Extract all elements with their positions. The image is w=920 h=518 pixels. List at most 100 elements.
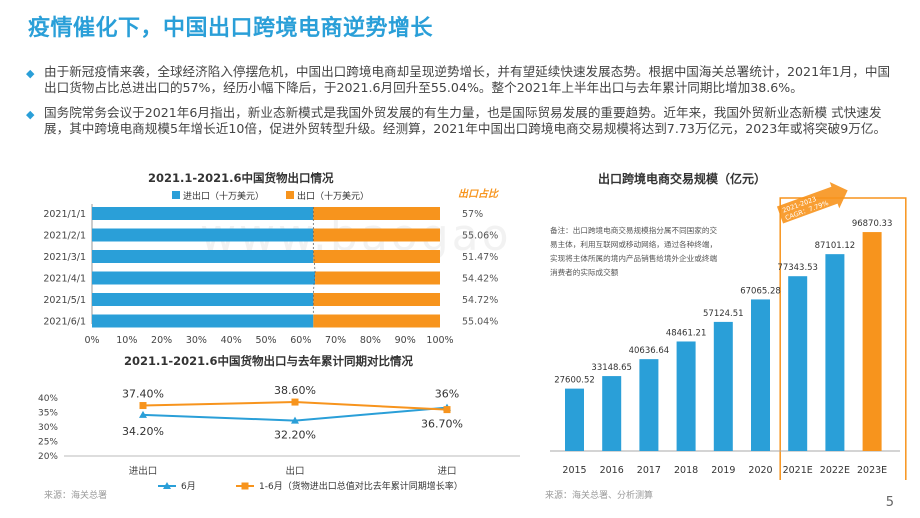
paragraph-2-text: 国务院常务会议于2021年6月指出，新业态新模式是我国外贸发展的有生力量，也是国… — [44, 105, 887, 136]
legend-marker-series1 — [163, 482, 171, 489]
export-share-label: 54.72% — [462, 295, 498, 306]
data-label: 27600.52 — [554, 376, 595, 386]
data-label: 40636.64 — [629, 346, 670, 356]
category-label: 2018 — [674, 465, 698, 476]
diamond-bullet-icon: ◆ — [26, 67, 35, 80]
bar-series2 — [313, 228, 440, 242]
category-label: 2020 — [748, 465, 772, 476]
x-tick-label: 50% — [255, 335, 276, 346]
bar-series2 — [315, 271, 440, 285]
point-marker — [291, 398, 299, 406]
data-label: 96870.33 — [852, 219, 893, 229]
category-label: 2021/6/1 — [43, 317, 86, 328]
x-tick-label: 0% — [84, 335, 99, 346]
source-right: 来源：海关总署、分析测算 — [545, 491, 654, 501]
source-left: 来源：海关总署 — [44, 491, 108, 501]
category-label: 进口 — [437, 466, 456, 477]
legend-label-series1: 进出口（十万美元） — [183, 190, 264, 202]
x-tick-label: 30% — [186, 335, 207, 346]
category-label: 2021/1/1 — [43, 209, 86, 220]
x-tick-label: 90% — [395, 335, 416, 346]
data-label: 36.70% — [421, 418, 463, 431]
export-share-label: 57% — [462, 209, 483, 220]
data-label: 57124.51 — [703, 309, 744, 319]
data-label: 33148.65 — [591, 363, 632, 373]
category-label: 2016 — [600, 465, 624, 476]
note-line: 实现将主体所属的境内产品销售给境外企业或终端 — [550, 253, 717, 263]
note-line: 备注：出口跨境电商交易规模指分属不同国家的交 — [550, 225, 717, 235]
x-tick-label: 80% — [360, 335, 381, 346]
category-label: 2017 — [637, 465, 661, 476]
bar — [862, 232, 882, 451]
x-tick-label: 100% — [426, 335, 453, 346]
bar — [639, 359, 659, 451]
chart1-title: 2021.1-2021.6中国货物出口情况 — [148, 171, 334, 185]
legend-swatch-series1 — [172, 191, 180, 199]
category-label: 2021/5/1 — [43, 295, 86, 306]
note-line: 易主体，利用互联网或移动网络，通过各种终端， — [550, 239, 717, 249]
y-tick-label: 25% — [38, 438, 58, 448]
data-label: 37.40% — [122, 388, 164, 401]
data-label: 38.60% — [274, 384, 316, 397]
export-share-label: 54.42% — [462, 274, 498, 285]
bar-series2 — [313, 250, 440, 263]
data-label: 34.20% — [122, 425, 164, 438]
category-label: 2019 — [711, 465, 735, 476]
data-label: 32.20% — [274, 429, 316, 442]
category-label: 出口 — [285, 465, 304, 477]
x-tick-label: 40% — [221, 335, 242, 346]
category-label: 2021E — [783, 465, 813, 476]
y-tick-label: 35% — [38, 409, 58, 419]
data-label: 67065.28 — [740, 286, 781, 296]
bar-series2 — [313, 314, 440, 328]
point-marker — [139, 410, 147, 418]
x-tick-label: 20% — [151, 335, 172, 346]
bar — [751, 299, 770, 451]
page-title: 疫情催化下，中国出口跨境电商逆势增长 — [28, 16, 434, 41]
point-marker — [443, 406, 451, 414]
category-label: 2023E — [857, 465, 887, 476]
point-marker — [291, 416, 299, 424]
legend-swatch-series2 — [286, 191, 294, 199]
bar — [788, 276, 808, 451]
boundary-connector — [312, 207, 316, 315]
bar-series1 — [92, 271, 316, 285]
bar-series1 — [92, 293, 314, 306]
page-number: 5 — [885, 495, 894, 510]
data-label: 77343.53 — [777, 263, 818, 273]
x-tick-label: 70% — [325, 335, 346, 346]
chart3-title: 出口跨境电商交易规模（亿元） — [598, 172, 767, 186]
data-label: 48461.21 — [666, 328, 707, 338]
export-share-label: 55.06% — [462, 231, 498, 242]
legend-label-series1: 6月 — [181, 481, 196, 492]
data-label: 36% — [435, 388, 459, 401]
export-share-label: 55.04% — [462, 317, 498, 328]
y-tick-label: 40% — [38, 394, 58, 404]
note-line: 消费者的实际成交额 — [550, 267, 619, 277]
chart2-title: 2021.1-2021.6中国货物出口与去年累计同期对比情况 — [124, 354, 414, 368]
bar-series1 — [92, 250, 314, 263]
bar — [602, 376, 622, 451]
paragraph-2: ◆ 国务院常务会议于2021年6月指出，新业态新模式是我国外贸发展的有生力量，也… — [26, 105, 892, 137]
export-share-label: 51.47% — [462, 252, 498, 263]
legend-marker-series2 — [241, 482, 249, 490]
cagr-arrow-icon — [776, 182, 848, 224]
category-label: 2015 — [562, 465, 586, 476]
growth-line-chart: 20% 25% 30% 35% 40% 进出口 出口 进口 34.20% 32.20% 36.70%… — [38, 384, 520, 492]
bar-series1 — [92, 207, 314, 220]
paragraph-1: ◆ 由于新冠疫情来袭，全球经济陷入停摆危机，中国出口跨境电商却呈现逆势增长，并有… — [26, 64, 892, 96]
legend-label-series2: 1-6月（货物进出口总值对比去年累计同期增长率） — [259, 480, 463, 492]
category-label: 进出口 — [129, 465, 158, 477]
x-tick-label: 10% — [116, 335, 137, 346]
paragraph-1-text: 由于新冠疫情来袭，全球经济陷入停摆危机，中国出口跨境电商却呈现逆势增长，并有望延… — [44, 64, 891, 95]
point-marker — [139, 402, 147, 410]
bar — [565, 388, 584, 451]
ecommerce-scale-chart: 备注：出口跨境电商交易规模指分属不同国家的交易主体，利用互联网或移动网络，通过各… — [550, 182, 907, 480]
category-label: 2021/3/1 — [43, 252, 86, 263]
category-label: 2022E — [820, 465, 850, 476]
bar — [676, 341, 696, 451]
right-header: 出口占比 — [458, 188, 500, 200]
x-tick-label: 60% — [290, 335, 311, 346]
bar-series2 — [313, 293, 440, 306]
